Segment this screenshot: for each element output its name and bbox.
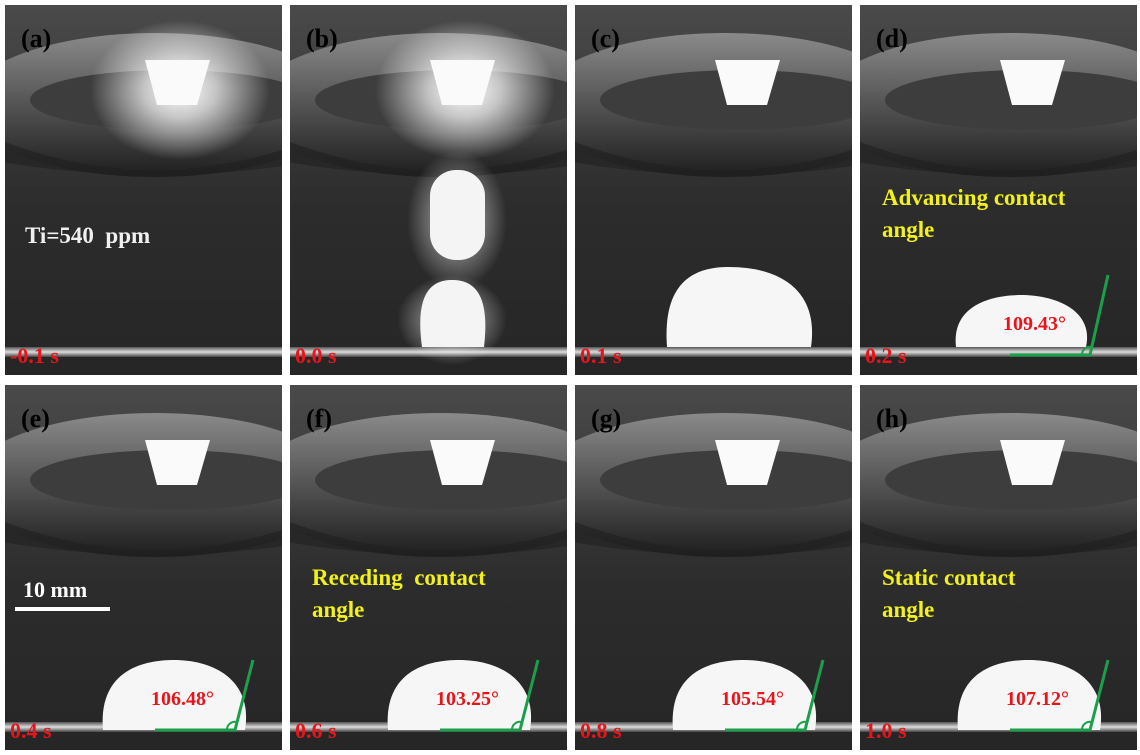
- falling-drop: [430, 170, 485, 260]
- panel-label: (h): [876, 404, 908, 433]
- scale-bar: [15, 607, 110, 611]
- panel-label: (b): [306, 24, 338, 53]
- panel-label: (a): [21, 24, 51, 53]
- time-label: 0.0 s: [295, 343, 337, 368]
- time-label: 0.4 s: [10, 718, 52, 743]
- panel: (d) 0.2 s Advancing contact angle 109.43°: [820, 5, 1140, 375]
- panel: (f) 0.6 s Receding contact angle 103.25°: [250, 385, 630, 750]
- annotation: Advancing contact: [882, 185, 1066, 210]
- panel-label: (c): [591, 24, 620, 53]
- annotation: Static contact: [882, 565, 1016, 590]
- annotation: angle: [882, 217, 934, 242]
- annotation: Ti=540 ppm: [25, 223, 150, 248]
- time-label: 1.0 s: [865, 718, 907, 743]
- panel: (b) 0.0 s: [250, 5, 630, 375]
- time-label: 0.1 s: [580, 343, 622, 368]
- angle-value: 109.43°: [1003, 313, 1066, 335]
- scale-bar-label: 10 mm: [23, 577, 87, 602]
- annotation: angle: [312, 597, 364, 622]
- angle-value: 105.54°: [721, 688, 784, 710]
- annotation: Receding contact: [312, 565, 486, 590]
- panel: (c) 0.1 s: [535, 5, 915, 375]
- time-label: 0.6 s: [295, 718, 337, 743]
- landing-drop: [420, 280, 485, 347]
- time-label: 0.8 s: [580, 718, 622, 743]
- time-label: -0.1 s: [10, 343, 59, 368]
- angle-value: 103.25°: [436, 688, 499, 710]
- panel: (h) 1.0 s Static contact angle 107.12°: [820, 385, 1140, 750]
- panel-label: (e): [21, 404, 50, 433]
- time-label: 0.2 s: [865, 343, 907, 368]
- panel-label: (g): [591, 404, 621, 433]
- panel: (g) 0.8 s 105.54°: [535, 385, 915, 750]
- angle-value: 106.48°: [151, 688, 214, 710]
- annotation: angle: [882, 597, 934, 622]
- panel-label: (f): [306, 404, 332, 433]
- angle-value: 107.12°: [1006, 688, 1069, 710]
- figure: (a) -0.1 s Ti=540 ppm (b) 0.0 s (c) 0.1 s (d) 0.…: [0, 0, 1140, 755]
- panel-label: (d): [876, 24, 908, 53]
